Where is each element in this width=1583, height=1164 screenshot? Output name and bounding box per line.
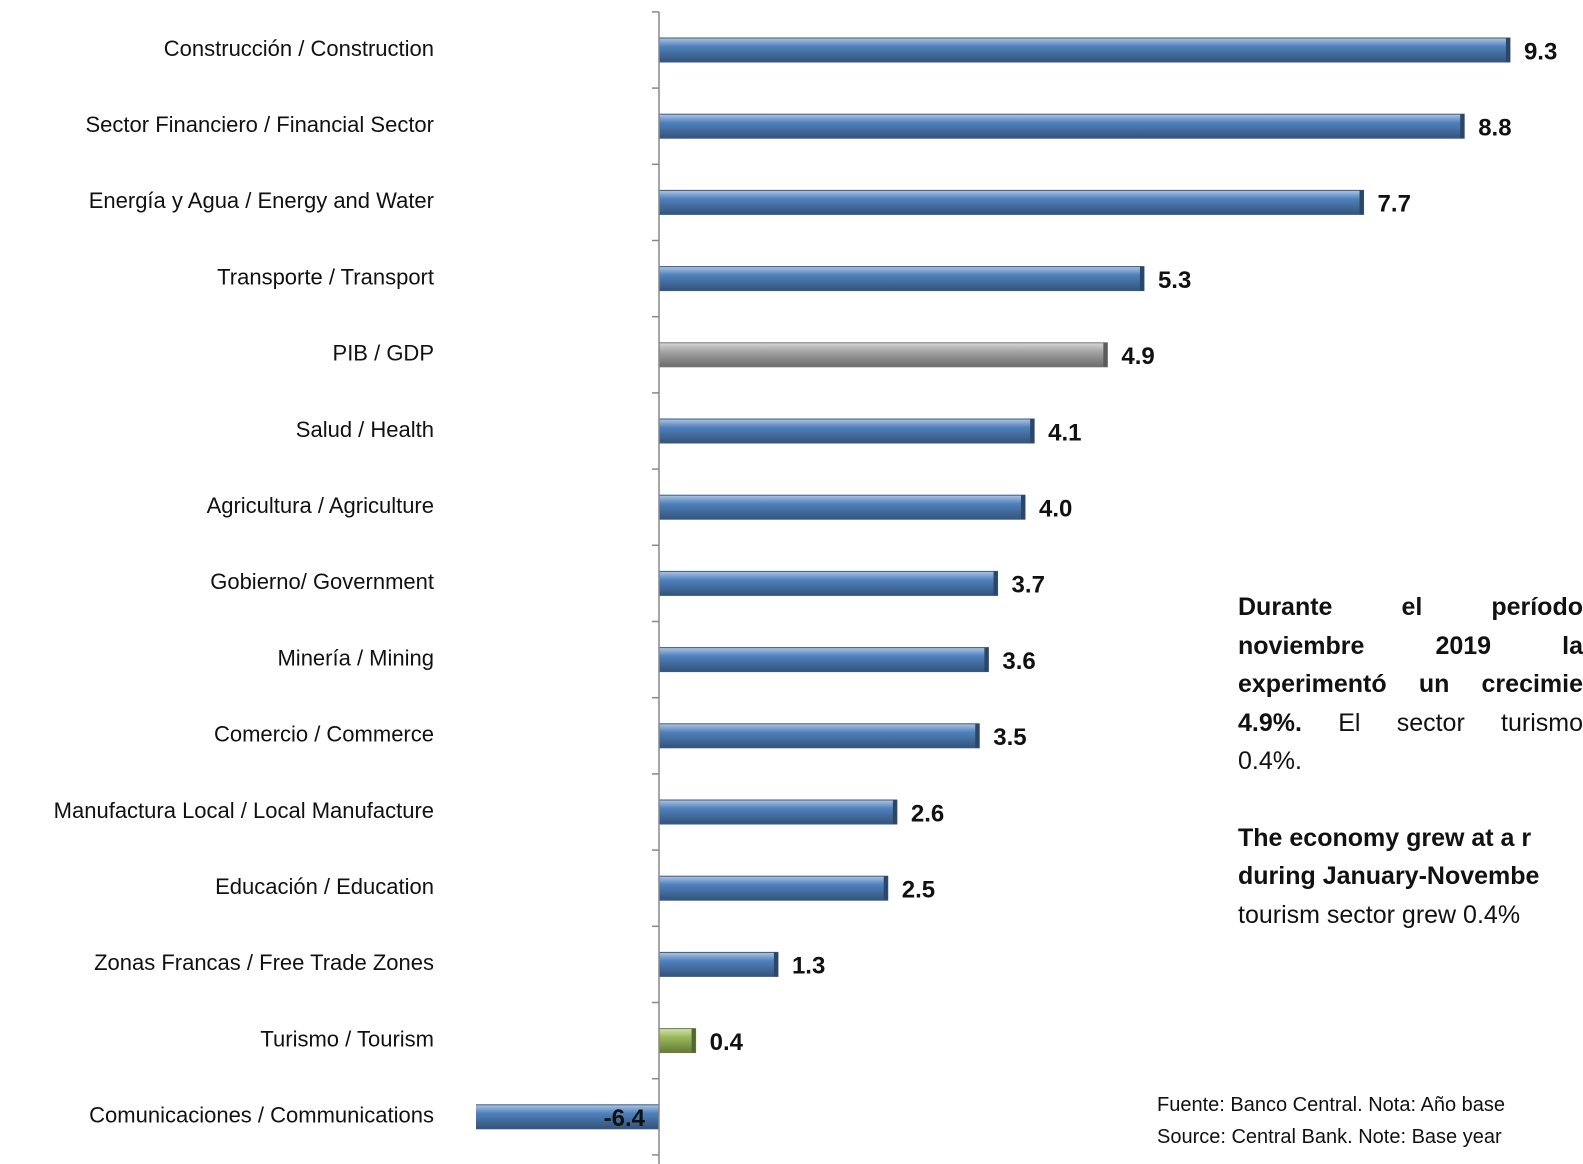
- annotation-line: 0.4%.: [1238, 742, 1583, 781]
- value-label: 7.7: [1378, 191, 1411, 218]
- annotation-text: during January-Novembe: [1238, 862, 1540, 890]
- bar-end: [975, 723, 980, 748]
- category-label: Comunicaciones / Communications: [89, 1103, 434, 1128]
- annotation-line: tourism sector grew 0.4%: [1238, 896, 1583, 935]
- annotation-text: tourism sector grew 0.4%: [1238, 900, 1521, 929]
- annotation-text: Durante el período: [1238, 593, 1583, 621]
- category-label: Manufactura Local / Local Manufacture: [54, 798, 434, 823]
- bar-end: [883, 876, 888, 901]
- value-label: 1.3: [792, 953, 825, 980]
- bar-end: [892, 800, 897, 824]
- value-label: -6.4: [604, 1105, 646, 1132]
- category-label: Agricultura / Agriculture: [207, 493, 434, 518]
- value-label: 2.5: [902, 877, 935, 904]
- annotation-line: noviembre 2019 la: [1238, 627, 1583, 666]
- value-label: 4.1: [1048, 419, 1081, 446]
- bar-end: [1030, 419, 1035, 443]
- bar-end: [993, 571, 998, 596]
- bar: [658, 37, 1511, 63]
- bar-end: [691, 1028, 696, 1053]
- annotation-text: El sector turismo: [1301, 708, 1583, 737]
- bar: [658, 1028, 697, 1054]
- value-label: 9.3: [1524, 38, 1557, 65]
- annotation-line: 4.9%. El sector turismo: [1238, 704, 1583, 743]
- category-label: Construcción / Construction: [164, 36, 434, 61]
- bar: [658, 875, 889, 901]
- category-label: Turismo / Tourism: [260, 1026, 434, 1051]
- annotation-text: 4.9%.: [1238, 708, 1302, 737]
- bar: [658, 951, 779, 977]
- bar-end: [1021, 495, 1025, 520]
- bar: [658, 342, 1108, 368]
- source-note: Fuente: Banco Central. Nota: Año base Sou…: [1157, 1089, 1583, 1153]
- value-label: 4.9: [1121, 343, 1154, 370]
- category-label: Transporte / Transport: [217, 264, 434, 289]
- bar-end: [1460, 114, 1465, 139]
- bar: [658, 647, 989, 673]
- source-line: Source: Central Bank. Note: Base year: [1157, 1126, 1502, 1148]
- category-label: Minería / Mining: [277, 645, 434, 670]
- source-line: Fuente: Banco Central. Nota: Año base: [1157, 1094, 1505, 1116]
- bar: [658, 723, 980, 749]
- value-label: 3.6: [1002, 648, 1035, 675]
- value-label: 4.0: [1039, 496, 1072, 523]
- bar-end: [1505, 38, 1510, 62]
- category-label: Zonas Francas / Free Trade Zones: [94, 950, 434, 975]
- bar: [658, 799, 898, 825]
- annotation-text: The economy grew at a r: [1238, 823, 1532, 852]
- bar-end: [1359, 190, 1364, 215]
- bar: [658, 189, 1365, 215]
- bar: [658, 266, 1145, 292]
- value-label: 5.3: [1158, 267, 1191, 294]
- value-label: 8.8: [1478, 115, 1511, 142]
- value-label: 2.6: [911, 800, 944, 827]
- bar-end: [1139, 266, 1144, 291]
- value-label: 3.5: [993, 724, 1026, 751]
- bar: [658, 570, 999, 596]
- category-label: Sector Financiero / Financial Sector: [86, 112, 435, 137]
- bar: [658, 494, 1026, 520]
- spacer: [1238, 781, 1583, 819]
- category-label: Gobierno/ Government: [210, 569, 434, 594]
- annotation-line: during January-Novembe: [1238, 857, 1583, 896]
- category-label: PIB / GDP: [333, 341, 434, 366]
- annotation-line: experimentó un crecimie: [1238, 665, 1583, 704]
- category-label: Comercio / Commerce: [214, 722, 434, 747]
- bar-end: [984, 647, 989, 672]
- annotation-text: 0.4%.: [1238, 747, 1302, 775]
- bar-end: [1103, 342, 1108, 367]
- category-label: Salud / Health: [296, 417, 434, 442]
- annotation-text: experimentó un crecimie: [1238, 670, 1583, 698]
- annotation-text: noviembre 2019 la: [1238, 631, 1583, 660]
- bar-end: [773, 952, 778, 977]
- value-label: 0.4: [710, 1029, 744, 1056]
- annotation-line: Durante el período: [1238, 588, 1583, 627]
- category-label: Educación / Education: [215, 874, 434, 899]
- bar: [658, 113, 1465, 139]
- annotation: Durante el período noviembre 2019 la exper…: [1238, 588, 1583, 934]
- annotation-line: The economy grew at a r: [1238, 819, 1583, 858]
- value-label: 3.7: [1012, 572, 1045, 599]
- category-label: Energía y Agua / Energy and Water: [89, 188, 434, 213]
- bar: [658, 418, 1035, 444]
